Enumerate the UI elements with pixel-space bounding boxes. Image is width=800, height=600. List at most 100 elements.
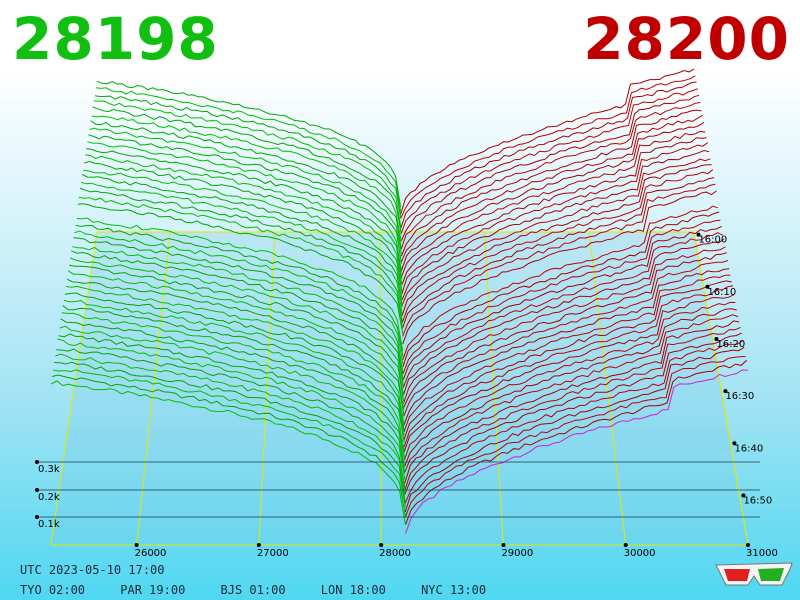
ask-depth-line — [404, 314, 739, 473]
ask-depth-line — [400, 81, 697, 229]
ask-depth-line — [400, 109, 702, 257]
price-tick-dot — [623, 543, 628, 547]
ask-depth-line — [403, 285, 733, 448]
price-tick-dot — [501, 543, 506, 547]
ask-depth-line — [402, 219, 721, 375]
ask-depth-line — [403, 252, 727, 408]
bid-depth-line — [85, 154, 403, 285]
bid-depth-line — [89, 127, 402, 255]
bid-depth-line — [73, 237, 404, 374]
ask-depth-line — [401, 130, 706, 277]
bid-depth-line — [96, 80, 402, 208]
ask-depth-line — [400, 88, 698, 235]
bid-depth-line — [51, 374, 406, 517]
grid-line-price — [484, 231, 504, 546]
ask-depth-line — [401, 121, 705, 271]
ask-depth-line — [403, 280, 732, 440]
ask-depth-line — [403, 294, 735, 452]
ask-depth-line — [404, 332, 742, 495]
bid-depth-line — [93, 100, 402, 229]
ask-depth-line — [402, 238, 725, 396]
bid-depth-line — [91, 115, 402, 242]
bid-depth-line — [80, 181, 403, 315]
ask-depth-line — [404, 308, 737, 467]
ask-depth-line — [404, 320, 740, 484]
bid-depth-line — [88, 134, 402, 264]
ask-depth-line — [401, 164, 712, 316]
ask-depth-line — [400, 68, 695, 215]
time-tick-label: 16:40 — [734, 443, 763, 454]
bid-depth-line — [65, 285, 405, 425]
bid-depth-line — [79, 187, 403, 323]
bid-depth-line — [66, 278, 405, 416]
price-tick-label: 27000 — [257, 548, 289, 559]
price-tick-label: 28000 — [379, 548, 411, 559]
ask-depth-line — [400, 75, 696, 219]
bid-depth-line — [61, 312, 405, 453]
bid-depth-line — [53, 369, 406, 508]
price-tick-label: 30000 — [624, 548, 656, 559]
ask-depth-line — [401, 142, 709, 294]
volume-tick-label: 0.1k — [38, 519, 60, 530]
bid-depth-line — [64, 292, 405, 431]
time-tick-label: 16:00 — [698, 235, 727, 246]
bid-price: 28198 — [12, 5, 219, 73]
price-tick-dot — [134, 543, 139, 547]
ask-depth-line — [401, 137, 707, 286]
ask-depth-line — [402, 205, 719, 360]
time-tick-label: 16:10 — [707, 287, 736, 298]
utc-time: UTC 2023-05-10 17:00 — [20, 563, 165, 577]
price-tick-label: 26000 — [135, 548, 167, 559]
volume-tick-label: 0.2k — [38, 492, 60, 503]
ask-depth-line — [403, 301, 736, 461]
tz-par: PAR 19:00 — [120, 583, 186, 597]
tz-tyo: TYO 02:00 — [20, 583, 86, 597]
volume-tick-dot — [35, 488, 39, 492]
ask-price: 28200 — [583, 5, 790, 73]
bid-depth-line — [92, 106, 402, 233]
bid-depth-line — [86, 148, 403, 279]
bid-depth-line — [87, 141, 403, 273]
ask-depth-line — [405, 369, 749, 534]
volume-tick-dot — [35, 460, 39, 464]
bid-depth-line — [60, 318, 405, 458]
bid-depth-line — [63, 299, 405, 436]
time-tick-label: 16:50 — [743, 495, 772, 506]
bid-depth-line — [55, 353, 406, 496]
time-tick-dot — [723, 389, 728, 394]
time-tick-label: 16:20 — [716, 339, 745, 350]
3d-glasses-icon[interactable] — [712, 559, 796, 591]
ask-depth-line — [404, 359, 748, 526]
tz-bjs: BJS 01:00 — [220, 583, 286, 597]
ask-depth-line — [404, 326, 741, 491]
price-tick-label: 29000 — [501, 548, 533, 559]
ask-depth-line — [404, 356, 746, 518]
grid-line-price — [136, 231, 171, 546]
bid-depth-line — [74, 230, 404, 365]
bid-depth-line — [75, 224, 404, 357]
bid-depth-line — [78, 196, 404, 329]
bid-depth-line — [77, 203, 404, 334]
bid-depth-line — [84, 160, 403, 293]
ask-depth-line — [404, 339, 744, 504]
bid-depth-line — [90, 120, 402, 250]
volume-tick-dot — [35, 515, 39, 519]
bid-depth-line — [83, 169, 403, 300]
time-tick-dot — [741, 493, 746, 498]
bid-depth-line — [94, 95, 402, 219]
ask-depth-line — [403, 260, 729, 417]
time-tick-label: 16:30 — [725, 391, 754, 402]
ask-depth-line — [402, 190, 717, 345]
bid-depth-line — [54, 361, 406, 503]
ask-depth-line — [402, 183, 716, 337]
time-tick-dot — [714, 336, 719, 341]
bid-depth-line — [76, 217, 404, 352]
bid-depth-line — [58, 333, 406, 474]
bid-depth-line — [70, 257, 404, 396]
price-tick-label: 31000 — [746, 548, 778, 559]
bid-depth-line — [57, 338, 406, 480]
ask-depth-line — [400, 114, 704, 262]
time-tick-dot — [705, 284, 710, 289]
ask-depth-line — [403, 246, 726, 404]
